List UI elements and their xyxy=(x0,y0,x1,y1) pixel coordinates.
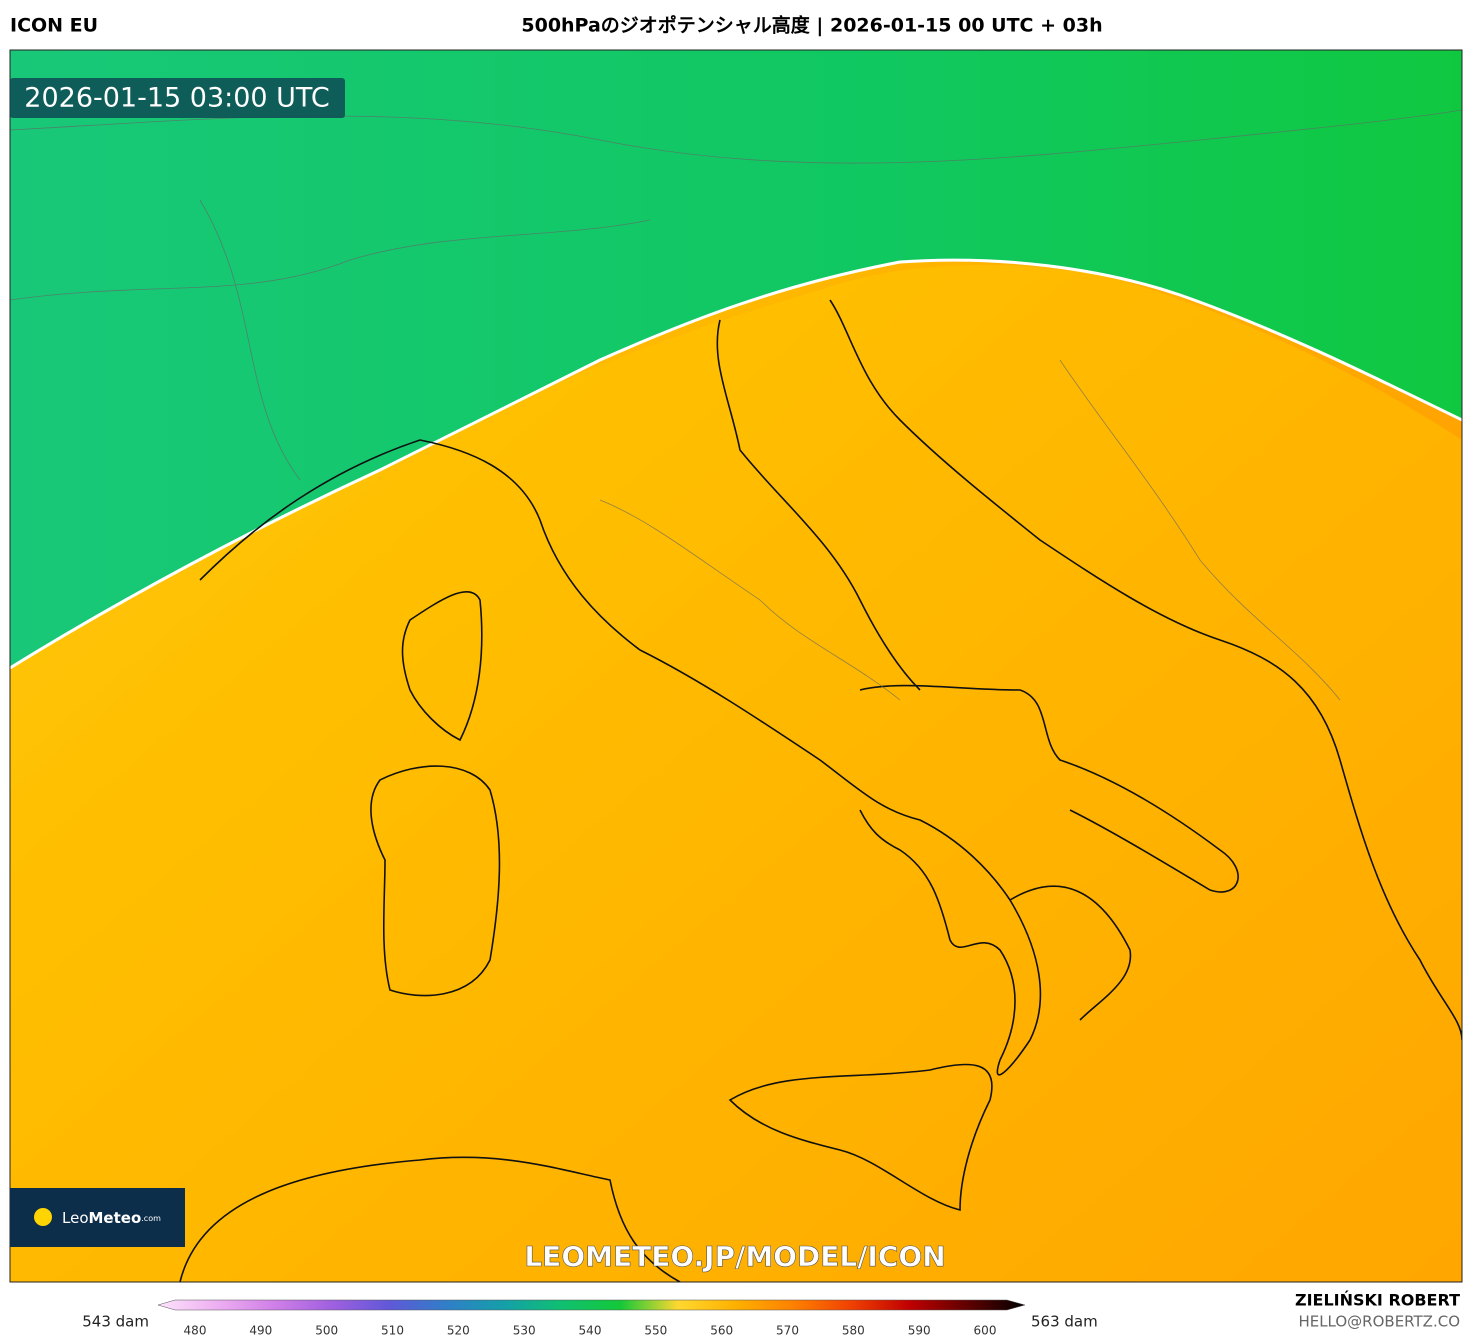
logo-name: Leo xyxy=(62,1209,89,1227)
colorbar-tick-label: 540 xyxy=(579,1324,602,1338)
colorbar-tick-label: 520 xyxy=(447,1324,470,1338)
logo-text: LeoMeteo.com xyxy=(62,1209,161,1227)
legend-min-label: 543 dam xyxy=(82,1313,149,1331)
timestamp-box xyxy=(10,78,345,118)
logo-suffix: .com xyxy=(141,1214,161,1223)
map xyxy=(10,50,1462,1282)
timestamp: 2026-01-15 03:00 UTC xyxy=(24,83,329,114)
email: HELLO@ROBERTZ.CO xyxy=(1298,1313,1460,1331)
colorbar-tick-label: 600 xyxy=(974,1324,997,1338)
colorbar-tick-label: 490 xyxy=(249,1324,272,1338)
author: ZIELIŃSKI ROBERT xyxy=(1295,1291,1460,1310)
colorbar-tick-label: 580 xyxy=(842,1324,865,1338)
colorbar-tick-label: 530 xyxy=(513,1324,536,1338)
coastlines xyxy=(179,299,1462,1282)
watermark: LEOMETEO.JP/MODEL/ICON xyxy=(524,1240,945,1273)
colorbar: 480 490 500 510 520 530 540 550 560 570 580 590 600 xyxy=(157,1299,1026,1338)
map-frame xyxy=(9,49,1463,1283)
model-name: ICON EU xyxy=(10,15,98,37)
colorbar-tick-label: 480 xyxy=(184,1324,207,1338)
shade-band xyxy=(10,264,1462,1282)
colorbar-tick-label: 500 xyxy=(315,1324,338,1338)
colorbar-tick-label: 590 xyxy=(908,1324,931,1338)
low-region xyxy=(10,50,1462,668)
colorbar-tick-label: 550 xyxy=(644,1324,667,1338)
contour-line xyxy=(10,258,1462,670)
logo-brand: Meteo xyxy=(89,1209,142,1227)
logo-sun xyxy=(34,1208,52,1226)
colorbar-bar xyxy=(157,1299,1026,1311)
legend-max-label: 563 dam xyxy=(1031,1313,1098,1331)
colorbar-tick-label: 510 xyxy=(381,1324,404,1338)
map-title: 500hPaのジオポテンシャル高度 | 2026-01-15 00 UTC + … xyxy=(521,14,1102,37)
colorbar-tick-label: 560 xyxy=(710,1324,733,1338)
colorbar-tick-label: 570 xyxy=(776,1324,799,1338)
